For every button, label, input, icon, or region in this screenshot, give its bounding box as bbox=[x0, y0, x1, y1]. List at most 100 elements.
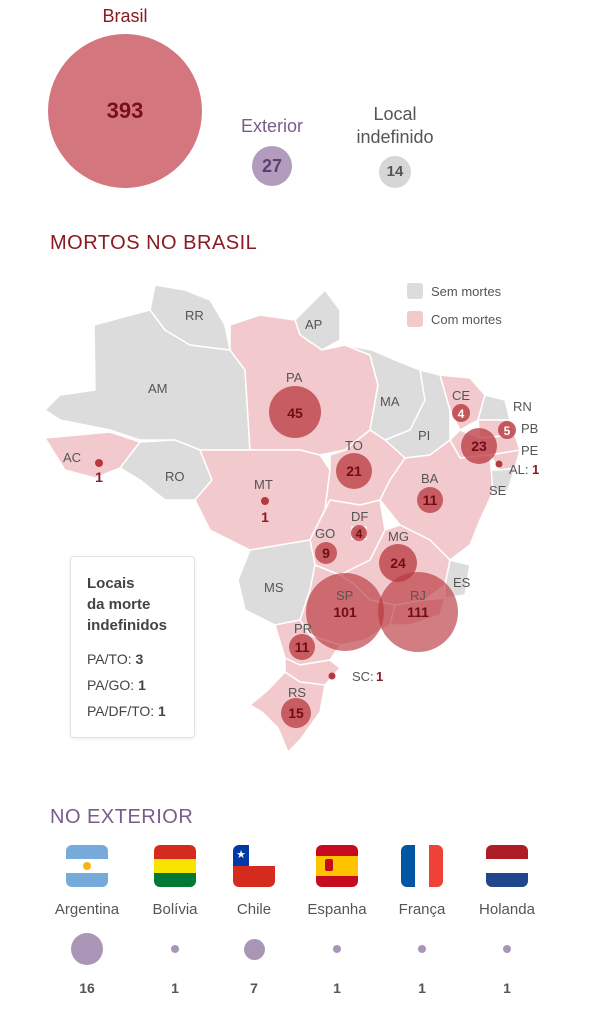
brasil-circle bbox=[48, 34, 202, 188]
value-ac: 1 bbox=[95, 469, 103, 485]
uf-am: AM bbox=[148, 381, 168, 396]
uf-to: TO bbox=[345, 438, 363, 453]
bubble-rs bbox=[281, 698, 311, 728]
bubble-sc bbox=[328, 672, 336, 680]
legend-swatch-gray bbox=[407, 283, 423, 299]
uf-rj: RJ bbox=[410, 588, 426, 603]
bubble-rj bbox=[378, 572, 458, 652]
uf-pb: PB bbox=[521, 421, 538, 436]
undefined-row-pa-to: PA/TO: 3 bbox=[87, 651, 143, 667]
undefined-box-title-3: indefinidos bbox=[87, 617, 167, 634]
brasil-label: Brasil bbox=[102, 6, 148, 26]
bubble-pb bbox=[498, 421, 516, 439]
value-pe: 23 bbox=[471, 438, 487, 454]
uf-go: GO bbox=[315, 526, 335, 541]
undefined-row-label: PA/DF/TO: bbox=[87, 703, 155, 719]
uf-ap: AP bbox=[305, 317, 322, 332]
country-espanha: Espanha 1 bbox=[292, 845, 382, 996]
map-values: 45 4 5 23 21 11 1 1 9 4 24 101 111 11 15 bbox=[95, 405, 511, 721]
legend-com-label: Com mortes bbox=[431, 311, 502, 327]
bubble-mt bbox=[261, 497, 269, 505]
country-count: 1 bbox=[333, 980, 341, 996]
uf-ro: RO bbox=[165, 469, 185, 484]
undefined-row-value: 1 bbox=[158, 703, 166, 719]
value-mg: 24 bbox=[390, 555, 406, 571]
country-count: 1 bbox=[171, 980, 179, 996]
value-pr: 11 bbox=[295, 639, 310, 655]
country-bolivia: Bolívia 1 bbox=[130, 845, 220, 996]
value-rs: 15 bbox=[288, 705, 304, 721]
country-name: Espanha bbox=[307, 901, 367, 918]
bubble-go bbox=[315, 542, 337, 564]
value-ba: 11 bbox=[423, 492, 438, 508]
country-name: Argentina bbox=[54, 901, 120, 918]
undefined-row-label: PA/GO: bbox=[87, 677, 135, 693]
country-count: 7 bbox=[250, 980, 258, 996]
undefined-box-title-2: da morte bbox=[87, 596, 151, 613]
undefined-row-value: 3 bbox=[135, 651, 144, 667]
al-uf-label: AL: bbox=[509, 462, 529, 477]
country-name: França bbox=[398, 901, 446, 918]
uf-rn: RN bbox=[513, 399, 532, 414]
value-ce: 4 bbox=[458, 407, 465, 421]
flag-chile-icon: ★ bbox=[233, 845, 275, 887]
country-count: 16 bbox=[79, 980, 95, 996]
country-dot bbox=[333, 945, 341, 953]
value-pa: 45 bbox=[287, 405, 303, 421]
flag-netherlands-icon bbox=[486, 845, 528, 887]
country-name: Holanda bbox=[479, 901, 535, 918]
uf-ma: MA bbox=[380, 394, 400, 409]
bubble-pa bbox=[269, 386, 321, 438]
undefined-row-pa-df-to: PA/DF/TO: 1 bbox=[87, 703, 166, 719]
uf-es: ES bbox=[453, 575, 471, 590]
uf-se: SE bbox=[489, 483, 507, 498]
country-franca: França 1 bbox=[377, 845, 467, 996]
country-chile: ★ Chile 7 bbox=[209, 845, 299, 996]
flag-argentina-icon bbox=[66, 845, 108, 887]
value-pb: 5 bbox=[504, 424, 511, 438]
uf-mt: MT bbox=[254, 477, 273, 492]
state-es bbox=[444, 559, 471, 599]
uf-rs: RS bbox=[288, 685, 306, 700]
country-holanda: Holanda 1 bbox=[462, 845, 552, 996]
legend-com-mortes: Com mortes bbox=[407, 311, 502, 327]
value-rj: 111 bbox=[407, 604, 429, 620]
bubble-al bbox=[495, 460, 503, 468]
brazil-map: RR AP AM PA MA CE RN PB PE PI AC RO TO M… bbox=[44, 284, 539, 753]
legend-sem-mortes: Sem mortes bbox=[407, 283, 501, 299]
value-to: 21 bbox=[346, 463, 362, 479]
undefined-row-value: 1 bbox=[138, 677, 146, 693]
sc-value: 1 bbox=[376, 669, 383, 684]
bubble-sp bbox=[306, 573, 384, 651]
uf-mg: MG bbox=[388, 529, 409, 544]
brasil-value: 393 bbox=[106, 98, 144, 123]
legend-sem-label: Sem mortes bbox=[431, 283, 502, 299]
country-dot bbox=[71, 933, 103, 965]
value-mt: 1 bbox=[261, 509, 269, 525]
indefinido-circle bbox=[379, 156, 411, 188]
uf-ba: BA bbox=[421, 471, 439, 486]
uf-pi: PI bbox=[418, 428, 430, 443]
bubble-ac bbox=[95, 459, 103, 467]
uf-pa: PA bbox=[286, 370, 303, 385]
exterior-circle bbox=[252, 146, 292, 186]
indefinido-value: 14 bbox=[386, 163, 404, 180]
country-dot bbox=[418, 945, 426, 953]
bubble-mg bbox=[379, 544, 417, 582]
uf-pr: PR bbox=[294, 621, 312, 636]
uf-sp: SP bbox=[336, 588, 353, 603]
legend-swatch-pink bbox=[407, 311, 423, 327]
uf-ce: CE bbox=[452, 388, 470, 403]
undefined-box-title-1: Locais bbox=[87, 575, 135, 592]
uf-ms: MS bbox=[264, 580, 284, 595]
bubble-ce bbox=[452, 404, 470, 422]
flag-bolivia-icon bbox=[154, 845, 196, 887]
exterior-label: Exterior bbox=[240, 116, 303, 136]
value-df: 4 bbox=[356, 527, 363, 541]
undefined-box-title: Locais da morte indefinidos bbox=[87, 573, 167, 636]
bubble-to bbox=[336, 453, 372, 489]
sc-uf-label: SC: bbox=[352, 669, 374, 684]
exterior-value: 27 bbox=[261, 156, 283, 176]
country-count: 1 bbox=[503, 980, 511, 996]
indefinido-label-1: Local bbox=[373, 104, 417, 124]
